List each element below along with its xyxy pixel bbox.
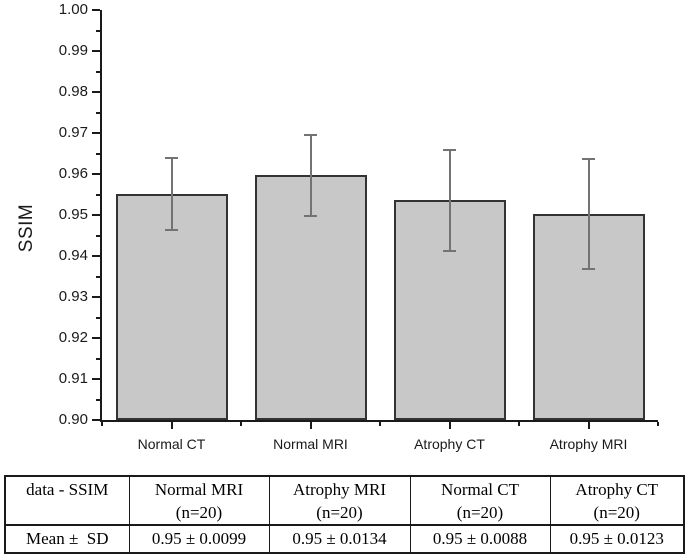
- y-axis-major-tick: [92, 419, 100, 421]
- x-axis-label-normal-mri: Normal MRI: [273, 436, 348, 452]
- y-axis-major-tick: [92, 132, 100, 134]
- col-header-line1: Atrophy CT: [575, 480, 659, 499]
- error-bar-normal-ct: [170, 158, 173, 231]
- x-axis-major-tick: [309, 422, 312, 429]
- y-axis-minor-tick: [96, 398, 100, 401]
- x-axis-major-tick: [448, 422, 451, 429]
- y-axis-tick-label: 0.98: [58, 83, 88, 100]
- table-corner-header: data - SSIM: [4, 475, 130, 526]
- error-bar-cap-bottom-atrophy-mri: [582, 267, 595, 270]
- error-bar-normal-mri: [309, 134, 312, 216]
- table-col-header-normal-mri: Normal MRI (n=20): [128, 475, 270, 526]
- y-axis-minor-tick: [96, 316, 100, 319]
- x-axis-minor-tick: [240, 422, 242, 426]
- table-col-header-normal-ct: Normal CT (n=20): [409, 475, 551, 526]
- x-axis-minor-tick: [657, 422, 659, 426]
- y-axis-tick-label: 0.95: [58, 206, 88, 223]
- col-header-line1: Normal MRI: [154, 480, 244, 499]
- y-axis-major-tick: [92, 378, 100, 380]
- y-axis-major-tick: [92, 337, 100, 339]
- col-header-line2: (n=20): [456, 503, 504, 522]
- y-axis-major-tick: [92, 255, 100, 257]
- y-axis-tick-label: 0.99: [58, 42, 88, 59]
- x-axis-minor-tick: [518, 422, 520, 426]
- x-axis-label-atrophy-ct: Atrophy CT: [414, 436, 485, 452]
- y-axis-minor-tick: [96, 152, 100, 155]
- y-axis-minor-tick: [96, 193, 100, 196]
- error-bar-cap-bottom-atrophy-ct: [443, 249, 456, 252]
- error-bar-atrophy-ct: [448, 149, 451, 251]
- y-axis-major-tick: [92, 173, 100, 175]
- y-axis-minor-tick: [96, 357, 100, 360]
- table-header-row: data - SSIM Normal MRI (n=20) Atrophy MR…: [4, 475, 685, 526]
- ssim-bar-chart-plot-area: 0.90 0.91 0.92 0.93 0.94 0.95 0.96 0.97 0.98 0.99…: [59, 1, 659, 452]
- y-axis-major-tick: [92, 296, 100, 298]
- x-axis-major-tick: [587, 422, 590, 429]
- error-bar-cap-bottom-normal-mri: [304, 214, 317, 217]
- col-header-line1: Atrophy MRI: [292, 480, 387, 499]
- y-axis-minor-tick: [96, 234, 100, 237]
- error-bar-cap-bottom-normal-ct: [165, 229, 178, 232]
- x-axis-major-tick: [170, 422, 173, 429]
- error-bar-cap-top-atrophy-ct: [443, 148, 456, 151]
- col-header-line1: Normal CT: [441, 480, 519, 499]
- x-axis-label-normal-ct: Normal CT: [137, 436, 206, 452]
- bar-atrophy-mri: [532, 213, 645, 420]
- table-col-header-atrophy-ct: Atrophy CT (n=20): [549, 475, 685, 526]
- bar-normal-ct: [115, 194, 228, 420]
- y-axis-minor-tick: [96, 111, 100, 114]
- y-axis-minor-tick: [96, 70, 100, 73]
- x-axis-label-atrophy-mri: Atrophy MRI: [549, 436, 628, 452]
- y-axis-minor-tick: [96, 29, 100, 32]
- table-col-header-atrophy-mri: Atrophy MRI (n=20): [268, 475, 411, 526]
- error-bar-cap-top-atrophy-mri: [582, 157, 595, 160]
- y-axis-tick-label: 0.97: [58, 124, 88, 141]
- y-axis-tick-label: 0.94: [58, 247, 88, 264]
- y-axis-major-tick: [92, 50, 100, 52]
- error-bar-cap-top-normal-mri: [304, 133, 317, 136]
- x-axis-minor-tick: [101, 422, 103, 426]
- y-axis-major-tick: [92, 9, 100, 11]
- y-axis-tick-label: 0.92: [58, 329, 88, 346]
- table-value-normal-mri: 0.95 ± 0.0099: [128, 524, 270, 554]
- table-value-normal-ct: 0.95 ± 0.0088: [409, 524, 551, 554]
- table-row-label: Mean ± SD: [4, 524, 130, 554]
- col-header-line2: (n=20): [593, 503, 640, 522]
- y-axis-tick-label: 0.93: [58, 288, 88, 305]
- y-axis-tick-label: 0.91: [58, 370, 88, 387]
- summary-table: data - SSIM Normal MRI (n=20) Atrophy MR…: [4, 475, 685, 554]
- y-axis-tick-label: 0.90: [58, 411, 88, 428]
- y-axis-major-tick: [92, 91, 100, 93]
- table-value-atrophy-ct: 0.95 ± 0.0123: [549, 524, 685, 554]
- error-bar-cap-top-normal-ct: [165, 157, 178, 159]
- y-axis-major-tick: [92, 214, 100, 216]
- y-axis-tick-label: 0.96: [58, 165, 88, 182]
- x-axis-minor-tick: [379, 422, 381, 426]
- col-header-line2: (n=20): [175, 503, 223, 522]
- table-value-atrophy-mri: 0.95 ± 0.0134: [268, 524, 411, 554]
- y-axis-title: SSIM: [16, 203, 37, 253]
- error-bar-atrophy-mri: [587, 158, 590, 269]
- table-mean-sd-row: Mean ± SD 0.95 ± 0.0099 0.95 ± 0.0134 0.…: [4, 524, 685, 554]
- y-axis-tick-label: 1.00: [58, 1, 88, 18]
- col-header-line2: (n=20): [316, 503, 363, 522]
- y-axis-minor-tick: [96, 275, 100, 278]
